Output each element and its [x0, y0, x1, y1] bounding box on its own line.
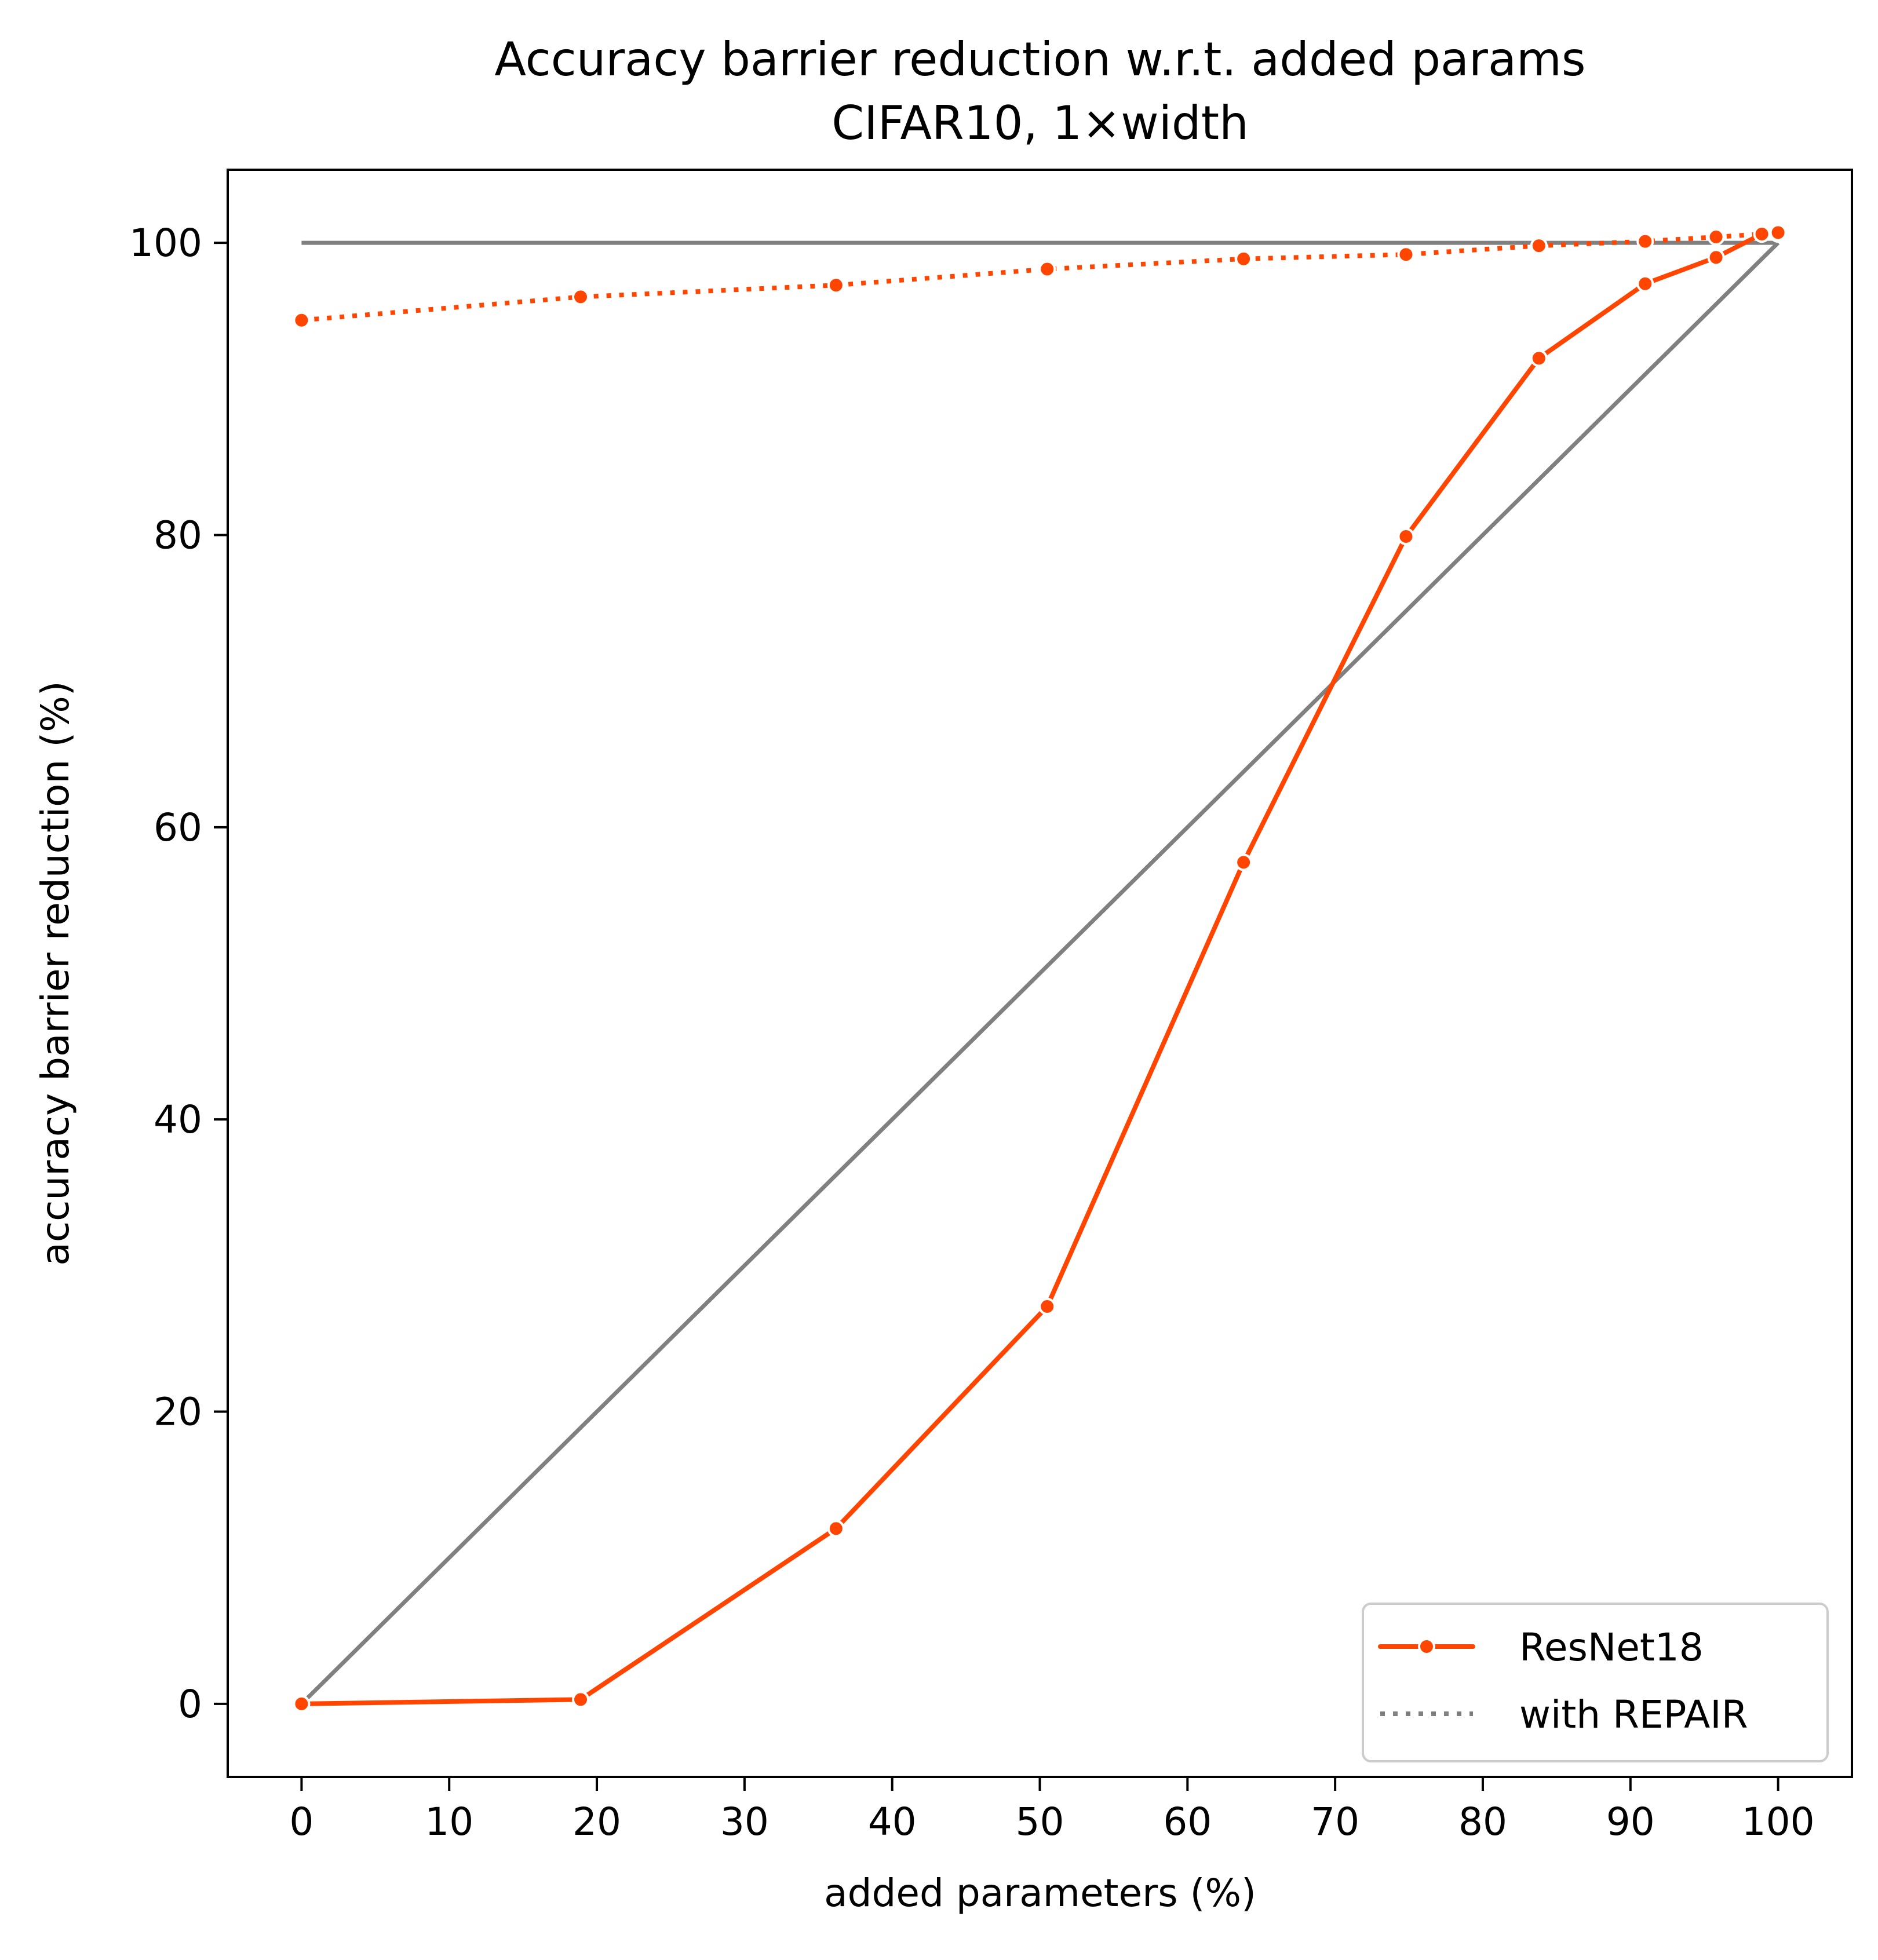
data-point-resnet18: [1530, 349, 1548, 367]
legend-label-with-repair: with REPAIR: [1519, 1692, 1748, 1737]
x-tick-label: 90: [1606, 1800, 1655, 1844]
x-tick-label: 10: [425, 1800, 473, 1844]
x-tick-label: 20: [572, 1800, 621, 1844]
reference-line-2: [300, 241, 1780, 1706]
legend-box: [1362, 1603, 1829, 1762]
data-point-with-repair: [827, 276, 845, 294]
y-tick-label: 40: [154, 1097, 202, 1142]
data-point-resnet18: [1038, 1297, 1056, 1315]
data-point-resnet18: [827, 1520, 845, 1538]
x-axis: 0 10 20 30 40 50 60 70 80 90 100: [289, 1777, 1815, 1844]
y-tick-label: 20: [154, 1390, 202, 1435]
x-tick-label: 50: [1016, 1800, 1064, 1844]
data-point-with-repair: [293, 311, 311, 329]
data-point-resnet18: [1707, 249, 1725, 267]
y-tick-label: 60: [154, 805, 202, 850]
y-tick-label: 100: [129, 221, 202, 265]
data-point-with-repair: [1769, 224, 1787, 242]
x-tick-label: 40: [868, 1800, 917, 1844]
x-tick-label: 70: [1311, 1800, 1359, 1844]
y-tick-label: 80: [154, 513, 202, 557]
chart-subtitle: CIFAR10, 1×width: [832, 96, 1249, 150]
data-point-with-repair: [1753, 225, 1771, 243]
data-point-with-repair: [572, 288, 590, 306]
reference-lines: [300, 240, 1780, 1706]
data-point-resnet18: [1397, 527, 1415, 545]
data-point-with-repair: [1707, 228, 1725, 246]
legend-marker-resnet18: [1418, 1638, 1435, 1655]
x-tick-label: 100: [1742, 1800, 1815, 1844]
y-axis-label: accuracy barrier reduction (%): [33, 681, 78, 1265]
x-tick-label: 80: [1458, 1800, 1507, 1844]
data-point-resnet18: [572, 1691, 590, 1709]
data-point-resnet18: [1636, 275, 1654, 293]
series-line-with-repair: [301, 230, 1778, 323]
data-point-with-repair: [1530, 237, 1548, 255]
data-point-resnet18: [293, 1695, 311, 1713]
y-axis: 0 20 40 60 80 100: [129, 221, 228, 1727]
x-tick-label: 60: [1163, 1800, 1212, 1844]
data-point-with-repair: [1038, 260, 1056, 278]
x-axis-label: added parameters (%): [824, 1871, 1256, 1915]
series-layer: [293, 224, 1787, 1713]
x-tick-label: 0: [289, 1800, 313, 1844]
data-point-with-repair: [1397, 246, 1415, 264]
legend: ResNet18 with REPAIR: [1362, 1603, 1829, 1762]
chart-title: Accuracy barrier reduction w.r.t. added …: [494, 32, 1585, 86]
data-point-with-repair: [1235, 250, 1253, 268]
data-point-resnet18: [1235, 853, 1253, 871]
y-tick-label: 0: [178, 1682, 202, 1727]
x-tick-label: 30: [720, 1800, 769, 1844]
legend-label-resnet18: ResNet18: [1519, 1625, 1704, 1670]
data-point-with-repair: [1636, 232, 1654, 250]
